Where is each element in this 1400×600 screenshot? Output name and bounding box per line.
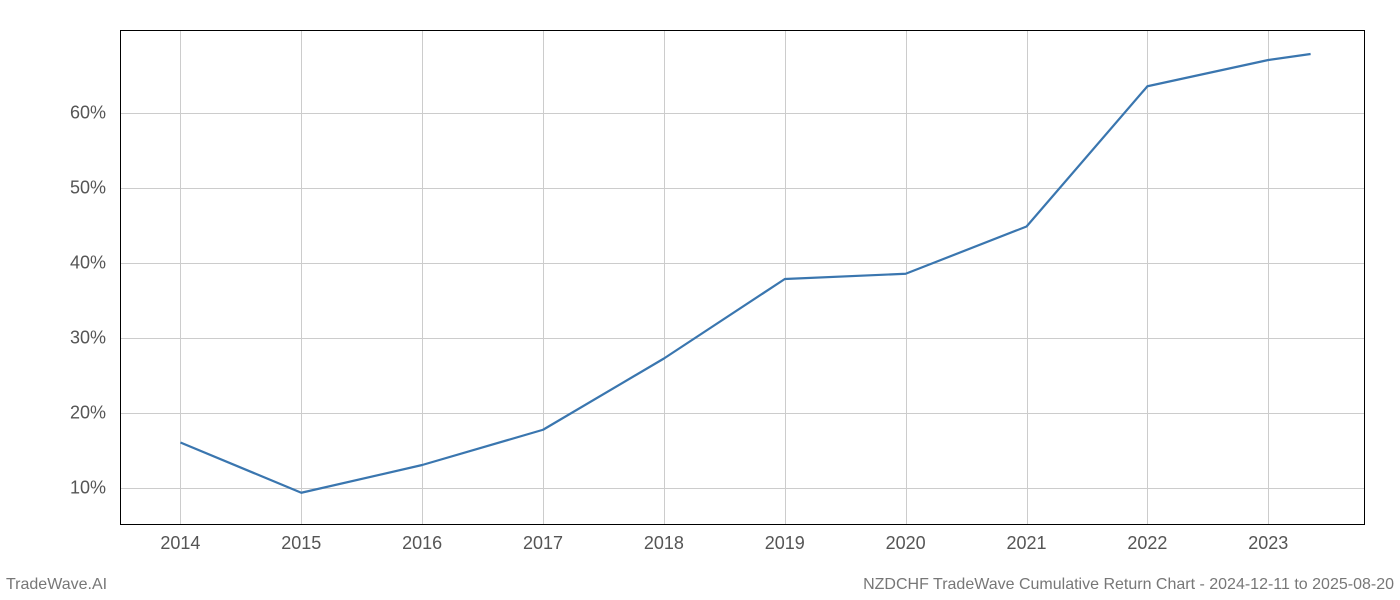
footer-right-text: NZDCHF TradeWave Cumulative Return Chart… xyxy=(863,576,1394,594)
x-tick-label: 2017 xyxy=(523,533,563,554)
y-tick-label: 60% xyxy=(56,102,106,123)
x-tick-label: 2016 xyxy=(402,533,442,554)
plot-area xyxy=(120,30,1365,525)
y-tick-label: 50% xyxy=(56,177,106,198)
x-tick-label: 2022 xyxy=(1127,533,1167,554)
x-tick-label: 2020 xyxy=(886,533,926,554)
data-line-layer xyxy=(120,30,1365,525)
y-tick-label: 40% xyxy=(56,252,106,273)
y-tick-label: 10% xyxy=(56,477,106,498)
footer-left-text: TradeWave.AI xyxy=(6,576,107,594)
x-tick-label: 2023 xyxy=(1248,533,1288,554)
y-tick-label: 20% xyxy=(56,402,106,423)
cumulative-return-line xyxy=(180,54,1310,493)
x-tick-label: 2021 xyxy=(1007,533,1047,554)
x-tick-label: 2015 xyxy=(281,533,321,554)
x-tick-label: 2019 xyxy=(765,533,805,554)
y-tick-label: 30% xyxy=(56,327,106,348)
x-tick-label: 2018 xyxy=(644,533,684,554)
chart-container: 2014 2015 2016 2017 2018 2019 2020 2021 2022 2023… xyxy=(0,0,1400,600)
x-tick-label: 2014 xyxy=(160,533,200,554)
